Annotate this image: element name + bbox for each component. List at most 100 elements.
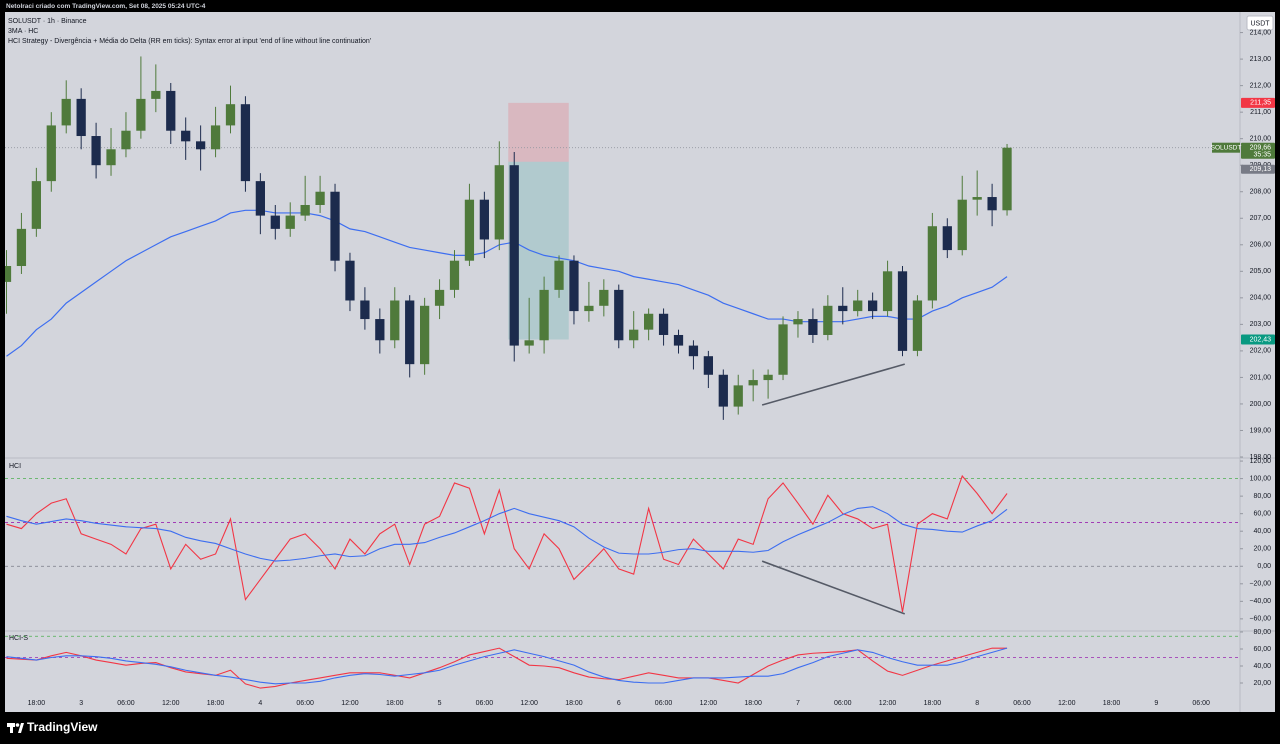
candle-body	[808, 319, 818, 335]
x-tick-label: 6	[617, 700, 621, 707]
candle-body	[778, 324, 788, 375]
candle-body	[16, 228, 27, 267]
y-tick-label: 205,00	[1250, 268, 1272, 275]
pane	[5, 635, 1240, 689]
candle-body	[703, 356, 713, 375]
y-tick-label: 214,00	[1250, 29, 1272, 36]
x-tick-label: 12:00	[341, 700, 359, 707]
y-tick-label: 20,00	[1253, 680, 1271, 687]
candle-body	[300, 204, 310, 216]
oscillator-line	[6, 647, 1008, 689]
countdown: 35:35	[1253, 152, 1271, 159]
candle-body	[61, 98, 71, 126]
y-tick-label: −60,00	[1249, 616, 1271, 623]
candle-body	[240, 104, 251, 182]
y-tick-label: 199,00	[1250, 427, 1272, 434]
x-tick-label: 06:00	[1192, 700, 1210, 707]
oscillator-line	[6, 647, 1008, 685]
candle-body	[733, 385, 743, 407]
candle-body	[449, 260, 460, 290]
candle-body	[121, 130, 131, 150]
candle-body	[345, 260, 355, 301]
price-label: 202,43	[1250, 336, 1272, 343]
candle-body	[584, 305, 594, 312]
currency-button[interactable]	[1246, 15, 1274, 31]
oscillator-line	[6, 474, 1008, 612]
x-tick-label: 18:00	[565, 700, 583, 707]
symbol-title: SOLUSDT · 1h · Binance	[8, 18, 87, 25]
candle-body	[136, 98, 146, 131]
candle-body	[927, 226, 937, 301]
price-label-box	[1241, 97, 1275, 108]
y-tick-label: 208,00	[1250, 189, 1272, 196]
candle-body	[5, 266, 12, 282]
currency-label[interactable]: USDT	[1250, 20, 1270, 27]
y-tick-label: 204,00	[1250, 295, 1272, 302]
price-label-box	[1241, 164, 1275, 174]
candle-body	[838, 305, 848, 312]
candle-body	[629, 329, 639, 341]
candle-body	[1002, 147, 1012, 211]
x-tick-label: 12:00	[879, 700, 897, 707]
candle-body	[181, 130, 191, 142]
candle-body	[464, 199, 475, 261]
candle-body	[987, 197, 997, 211]
x-tick-label: 4	[258, 700, 262, 707]
candle-body	[285, 215, 295, 229]
x-tick-label: 12:00	[520, 700, 538, 707]
chart-background	[5, 12, 1275, 712]
y-tick-label: 60,00	[1253, 646, 1271, 653]
y-tick-label: 207,00	[1250, 215, 1272, 222]
candle-body	[793, 319, 803, 325]
candle-body	[718, 374, 728, 407]
x-tick-label: 06:00	[476, 700, 494, 707]
y-tick-label: 200,00	[1250, 401, 1272, 408]
y-tick-label: 80,00	[1253, 493, 1271, 500]
candle-body	[853, 300, 863, 312]
symbol-tag: SOLUSDT	[1211, 144, 1242, 151]
y-tick-label: 201,00	[1250, 374, 1272, 381]
candle-body	[494, 165, 504, 240]
candle-body	[405, 300, 415, 365]
x-tick-label: 06:00	[296, 700, 314, 707]
x-tick-label: 18:00	[744, 700, 762, 707]
x-tick-label: 5	[438, 700, 442, 707]
x-tick-label: 7	[796, 700, 800, 707]
x-tick-label: 18:00	[207, 700, 225, 707]
y-tick-label: 20,00	[1253, 546, 1271, 553]
candle-body	[509, 165, 519, 346]
price-label: 211,35	[1250, 100, 1271, 107]
candle-body	[688, 345, 699, 357]
y-tick-label: 211,00	[1250, 109, 1271, 116]
caption: Netolraci criado com TradingView.com, Se…	[6, 3, 206, 10]
candle-body	[420, 305, 430, 365]
brand-logo	[7, 723, 24, 733]
y-tick-label: 80,00	[1253, 629, 1271, 636]
candle-body	[823, 305, 833, 335]
candle-body	[76, 98, 86, 137]
candle-body	[46, 125, 56, 182]
x-tick-label: 12:00	[700, 700, 718, 707]
candle-body	[360, 300, 370, 320]
candle-body	[569, 260, 579, 312]
y-tick-label: 206,00	[1250, 242, 1272, 249]
x-tick-label: 18:00	[28, 700, 46, 707]
candle-body	[225, 104, 236, 126]
y-tick-label: 100,00	[1250, 475, 1272, 482]
y-tick-label: 210,00	[1250, 136, 1272, 143]
x-tick-label: 18:00	[1103, 700, 1121, 707]
y-tick-label: −40,00	[1249, 598, 1271, 605]
pane-title: HCI	[9, 463, 21, 470]
x-tick-label: 18:00	[386, 700, 404, 707]
y-tick-label: 60,00	[1253, 511, 1271, 518]
candle-body	[210, 125, 221, 150]
price-label: 209,13	[1250, 166, 1272, 173]
candle-body	[270, 215, 280, 229]
candle-body	[91, 136, 101, 166]
candle-body	[673, 334, 684, 346]
candle-body	[942, 226, 952, 251]
x-tick-label: 9	[1154, 700, 1158, 707]
candle-body	[31, 181, 41, 229]
